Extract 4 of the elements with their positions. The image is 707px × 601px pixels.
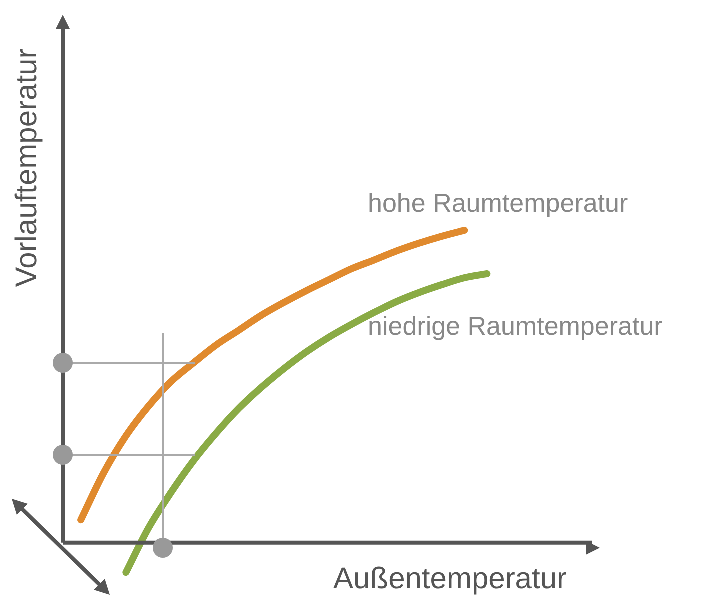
series-label: niedrige Raumtemperatur bbox=[368, 311, 664, 342]
x-axis-title: Außentemperatur bbox=[334, 562, 568, 596]
series-label: hohe Raumtemperatur bbox=[368, 188, 628, 218]
y-axis-title: Vorlauftemperatur bbox=[10, 48, 44, 288]
